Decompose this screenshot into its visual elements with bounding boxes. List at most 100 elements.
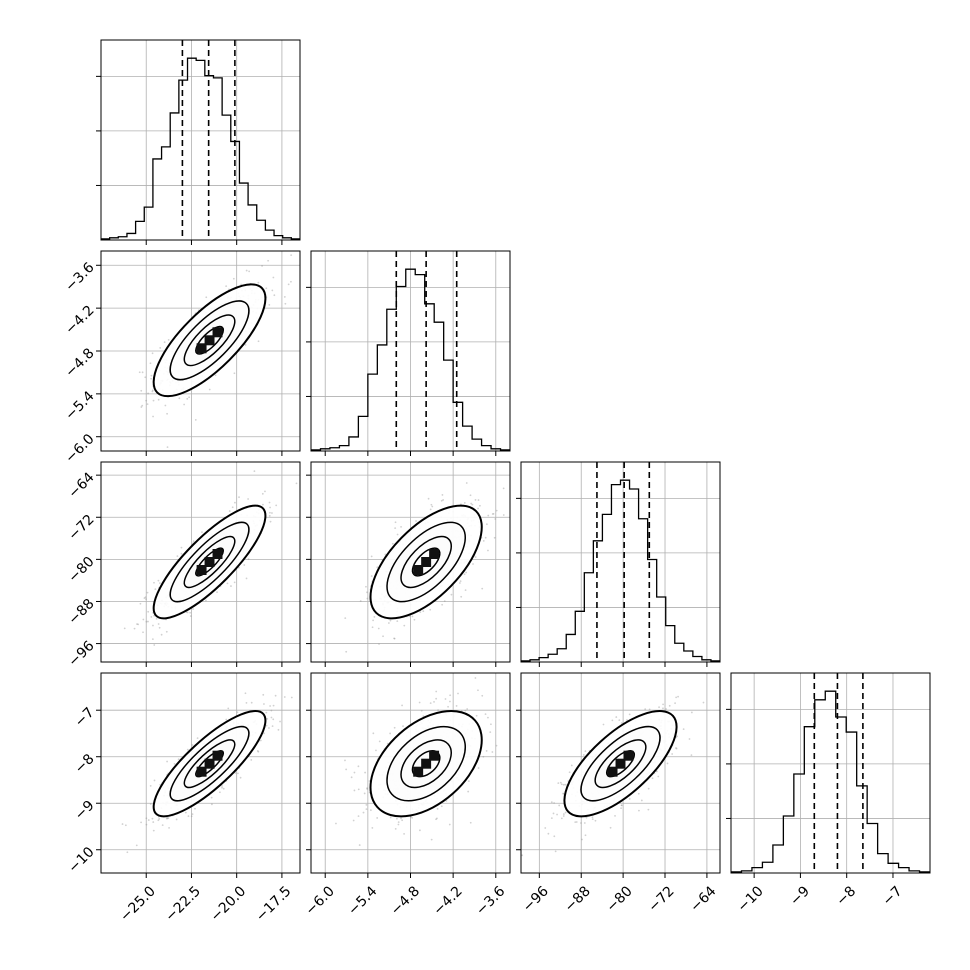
sample-point: [145, 399, 148, 402]
sample-point: [441, 603, 444, 606]
sample-point: [463, 573, 466, 576]
sample-point: [155, 617, 158, 620]
histogram-steps: [101, 57, 300, 240]
sample-point: [149, 803, 152, 805]
sample-point: [152, 821, 155, 823]
sample-point: [364, 771, 367, 774]
sample-point: [268, 514, 271, 517]
sample-point: [378, 740, 381, 743]
joint-density: [335, 677, 498, 846]
sample-point: [176, 555, 179, 558]
sample-point: [158, 626, 161, 629]
sample-point: [257, 750, 260, 753]
sample-point: [143, 597, 146, 599]
x-tick-label: −17.5: [253, 883, 295, 925]
sample-point: [226, 582, 229, 585]
sample-point: [469, 821, 472, 824]
sample-point: [245, 269, 248, 272]
sample-point: [485, 523, 488, 526]
density-peak: [212, 549, 223, 559]
sample-point: [357, 788, 360, 791]
sample-point: [271, 289, 274, 292]
sample-point: [166, 446, 169, 449]
sample-point: [449, 700, 451, 703]
sample-point: [191, 813, 194, 815]
sample-point: [466, 708, 469, 710]
sample-point: [141, 371, 144, 374]
x-tick-label: −6.0: [302, 883, 337, 918]
sample-point: [591, 818, 594, 821]
sample-point: [568, 771, 571, 774]
y-tick-label: −10: [65, 844, 97, 876]
sample-point: [373, 616, 376, 618]
sample-point: [389, 816, 392, 819]
sample-point: [290, 280, 292, 283]
sample-point: [376, 566, 379, 569]
sample-point: [284, 302, 287, 305]
density-peak: [421, 557, 432, 567]
sample-point: [677, 695, 679, 698]
sample-point: [151, 638, 154, 641]
density-contour: [369, 504, 483, 620]
x-tick-label: −25.0: [117, 883, 159, 925]
sample-point: [618, 719, 621, 722]
sample-point: [427, 497, 430, 500]
sample-point: [440, 499, 443, 502]
sample-point: [402, 725, 404, 727]
sample-point: [191, 744, 194, 746]
sample-point: [481, 694, 484, 697]
sample-point: [560, 783, 563, 786]
density-peak: [196, 565, 207, 575]
density-contour: [169, 521, 250, 603]
sample-point: [648, 708, 651, 711]
x-tick-label: −22.5: [162, 883, 204, 925]
sample-point: [638, 809, 640, 812]
sample-point: [674, 702, 676, 705]
sample-point: [218, 791, 221, 794]
sample-point: [401, 704, 403, 707]
sample-point: [141, 404, 144, 407]
sample-point: [430, 838, 433, 841]
sample-point: [582, 754, 585, 756]
sample-point: [345, 768, 348, 771]
sample-point: [467, 790, 470, 793]
sample-point: [562, 783, 565, 786]
sample-point: [352, 819, 355, 822]
histogram-steps: [731, 690, 930, 873]
sample-point: [253, 470, 256, 473]
sample-point: [433, 701, 435, 703]
sample-point: [146, 403, 149, 406]
sample-point: [655, 770, 658, 773]
sample-point: [614, 815, 616, 817]
sample-point: [449, 694, 452, 697]
joint-density: [521, 695, 705, 857]
sample-point: [662, 707, 664, 710]
density-peak: [196, 343, 207, 354]
sample-point: [158, 818, 161, 820]
sample-point: [157, 579, 160, 582]
joint-density: [138, 254, 293, 449]
sample-point: [477, 767, 480, 769]
x-tick-label: −88: [562, 883, 594, 915]
sample-point: [295, 482, 298, 485]
sample-point: [123, 627, 126, 630]
sample-point: [640, 799, 643, 802]
sample-point: [370, 575, 373, 577]
sample-point: [384, 553, 387, 556]
sample-point: [362, 811, 365, 814]
sample-point: [391, 542, 394, 545]
sample-point: [463, 501, 466, 504]
sample-point: [273, 294, 276, 297]
sample-point: [365, 804, 368, 806]
sample-point: [196, 737, 199, 740]
sample-point: [145, 598, 147, 601]
sample-point: [268, 727, 270, 729]
sample-point: [238, 566, 240, 569]
sample-point: [620, 804, 623, 807]
sample-point: [345, 650, 348, 653]
sample-point: [147, 620, 149, 623]
sample-point: [157, 623, 160, 625]
sample-point: [140, 389, 143, 392]
sample-point: [146, 591, 149, 594]
histogram-steps: [521, 479, 720, 662]
